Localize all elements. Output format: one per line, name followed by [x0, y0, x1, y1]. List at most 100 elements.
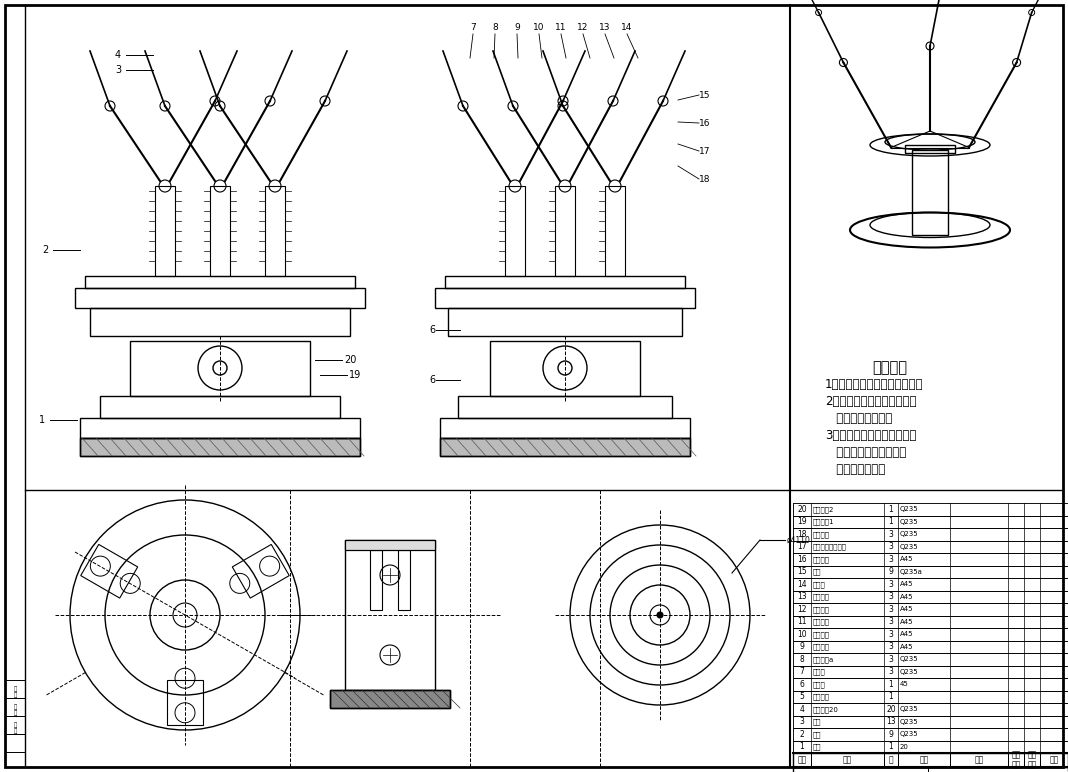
Bar	[794, 553, 1068, 566]
Text: 3: 3	[889, 530, 894, 539]
Text: 第二连杆: 第二连杆	[813, 631, 830, 638]
Bar	[490, 341, 640, 396]
Text: 12: 12	[578, 23, 588, 32]
Text: 3: 3	[889, 580, 894, 589]
Bar	[155, 186, 175, 276]
Text: 内六角圆柱头螺栓: 内六角圆柱头螺栓	[813, 543, 847, 550]
Text: 15: 15	[797, 567, 806, 576]
Text: 9: 9	[800, 642, 804, 652]
Bar	[345, 540, 435, 550]
Text: Q235a: Q235a	[900, 569, 923, 574]
Text: 处用润滑脂润滑。: 处用润滑脂润滑。	[824, 412, 892, 425]
Bar	[794, 767, 1068, 772]
Bar	[130, 341, 310, 396]
Bar	[345, 540, 435, 690]
Text: A45: A45	[900, 606, 913, 612]
Text: 6: 6	[429, 375, 435, 385]
Circle shape	[657, 612, 663, 618]
Text: 总计
重量: 总计 重量	[1027, 750, 1037, 770]
Bar	[458, 396, 672, 418]
Text: 2: 2	[42, 245, 48, 255]
Text: 大连接架: 大连接架	[813, 531, 830, 537]
Text: 11: 11	[797, 618, 806, 626]
Text: 螺钉: 螺钉	[813, 731, 821, 737]
Text: 12: 12	[797, 604, 806, 614]
Text: 大连接架20: 大连接架20	[813, 706, 838, 713]
Text: 18: 18	[700, 174, 710, 184]
Text: 5: 5	[800, 692, 804, 701]
Bar	[794, 540, 1068, 553]
Text: 代号: 代号	[974, 756, 984, 764]
Text: 3: 3	[889, 542, 894, 551]
Text: 中关节: 中关节	[813, 581, 826, 587]
Text: ø4110: ø4110	[787, 536, 811, 544]
Text: 电机支架2: 电机支架2	[813, 506, 834, 513]
Text: 指尖关节: 指尖关节	[813, 606, 830, 612]
Bar	[85, 276, 355, 288]
Bar	[604, 186, 625, 276]
Bar	[90, 308, 350, 336]
Bar	[445, 276, 685, 288]
Text: 20: 20	[886, 705, 896, 714]
Text: Q235: Q235	[900, 519, 918, 525]
Text: 9: 9	[889, 730, 894, 739]
Text: 量: 量	[889, 756, 893, 764]
Text: A45: A45	[900, 581, 913, 587]
Text: 传动盘: 传动盘	[813, 681, 826, 688]
Bar	[80, 418, 360, 438]
Text: 托架: 托架	[813, 568, 821, 575]
Bar	[794, 703, 1068, 716]
Bar	[440, 438, 690, 456]
Text: 14: 14	[797, 580, 806, 589]
Text: Q235: Q235	[900, 706, 918, 713]
Bar	[370, 550, 382, 610]
Text: 步进电机: 步进电机	[813, 693, 830, 700]
Bar	[5, 716, 25, 734]
Text: Q235: Q235	[900, 506, 918, 513]
Text: 6: 6	[800, 680, 804, 689]
Bar	[398, 550, 410, 610]
Text: Q235: Q235	[900, 656, 918, 662]
Text: A45: A45	[900, 631, 913, 637]
Text: 3: 3	[889, 555, 894, 564]
Text: 材料: 材料	[920, 756, 928, 764]
Text: 序号: 序号	[798, 756, 806, 764]
Bar	[794, 516, 1068, 528]
Bar	[75, 288, 365, 308]
Bar	[905, 145, 955, 153]
Text: 批
准: 批 准	[14, 722, 17, 734]
Text: 10: 10	[797, 630, 806, 638]
Text: 7: 7	[470, 23, 476, 32]
Text: 备注: 备注	[1050, 756, 1058, 764]
Text: 小齿轮盘a: 小齿轮盘a	[813, 656, 834, 662]
Bar	[5, 680, 25, 698]
Text: 18: 18	[797, 530, 806, 539]
Bar	[794, 690, 1068, 703]
Text: 3: 3	[889, 630, 894, 638]
Text: 审
核: 审 核	[14, 704, 17, 716]
Text: 校
对: 校 对	[14, 686, 17, 698]
Bar	[330, 690, 450, 708]
Text: 6: 6	[429, 325, 435, 335]
Text: 螺钉: 螺钉	[813, 719, 821, 725]
Bar	[794, 578, 1068, 591]
Text: Q235: Q235	[900, 543, 918, 550]
Bar	[794, 716, 1068, 728]
Bar	[210, 186, 230, 276]
Text: 11: 11	[555, 23, 567, 32]
Bar	[435, 288, 695, 308]
Bar	[100, 396, 340, 418]
Text: 17: 17	[797, 542, 806, 551]
Text: 3: 3	[115, 65, 121, 75]
Text: 2: 2	[800, 730, 804, 739]
Bar	[794, 615, 1068, 628]
Text: 14: 14	[622, 23, 632, 32]
Text: 17: 17	[700, 147, 710, 155]
Text: 1: 1	[800, 742, 804, 751]
Text: 名称: 名称	[843, 756, 852, 764]
Text: 3、所有零件必须检验合格、: 3、所有零件必须检验合格、	[824, 429, 916, 442]
Text: 1: 1	[889, 680, 893, 689]
Text: 8: 8	[800, 655, 804, 664]
Bar	[794, 641, 1068, 653]
Text: 超大关节: 超大关节	[813, 556, 830, 563]
